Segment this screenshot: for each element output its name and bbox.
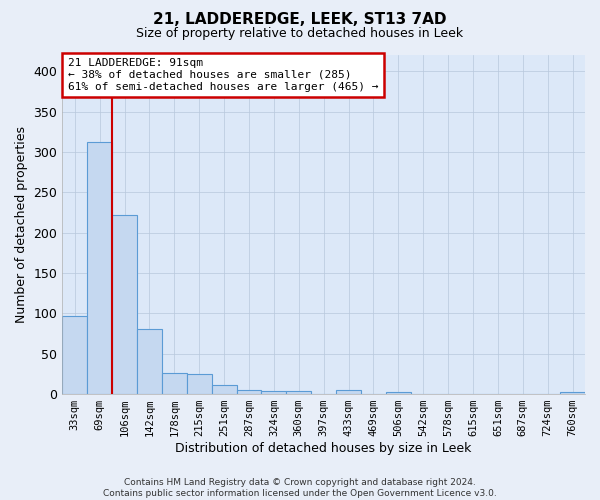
Bar [112, 215, 137, 394]
X-axis label: Distribution of detached houses by size in Leek: Distribution of detached houses by size … [175, 442, 472, 455]
Bar [386, 392, 411, 394]
Text: 21 LADDEREDGE: 91sqm
← 38% of detached houses are smaller (285)
61% of semi-deta: 21 LADDEREDGE: 91sqm ← 38% of detached h… [68, 58, 378, 92]
Text: Size of property relative to detached houses in Leek: Size of property relative to detached ho… [136, 28, 464, 40]
Bar [187, 374, 212, 394]
Bar [87, 142, 112, 394]
Bar [137, 328, 162, 394]
Y-axis label: Number of detached properties: Number of detached properties [15, 126, 28, 323]
Bar [236, 390, 262, 394]
Bar [162, 373, 187, 394]
Bar [286, 391, 311, 394]
Text: Contains HM Land Registry data © Crown copyright and database right 2024.
Contai: Contains HM Land Registry data © Crown c… [103, 478, 497, 498]
Bar [262, 391, 286, 394]
Text: 21, LADDEREDGE, LEEK, ST13 7AD: 21, LADDEREDGE, LEEK, ST13 7AD [153, 12, 447, 28]
Bar [336, 390, 361, 394]
Bar [212, 385, 236, 394]
Bar [560, 392, 585, 394]
Bar [62, 316, 87, 394]
